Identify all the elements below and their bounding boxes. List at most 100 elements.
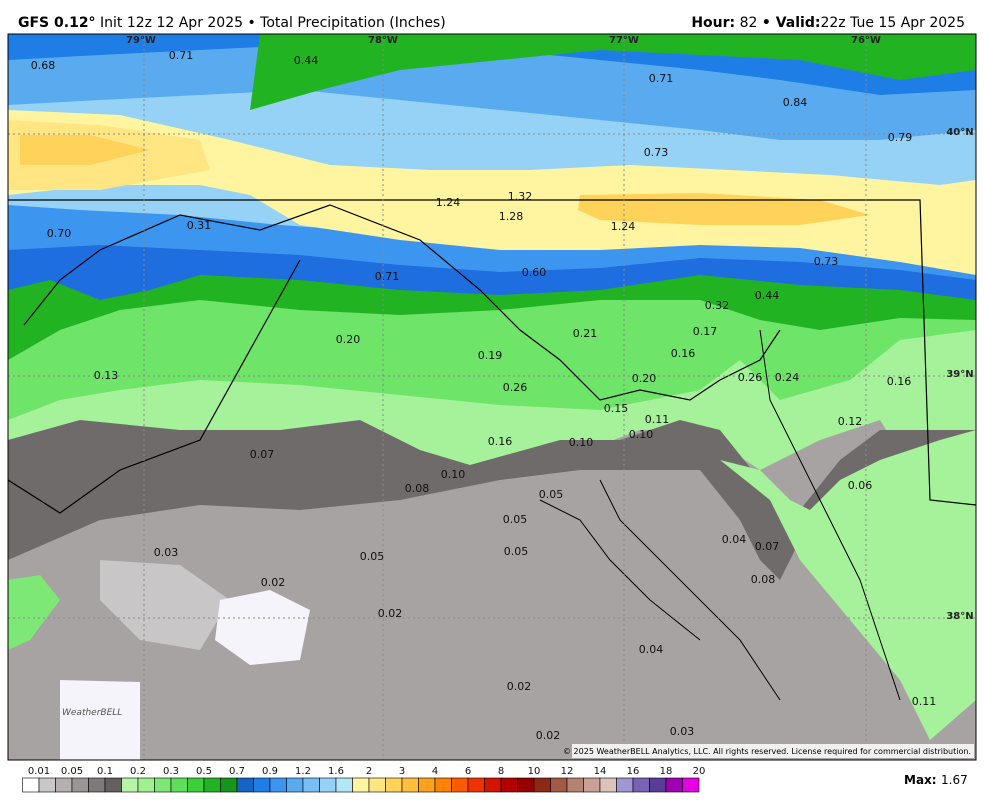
colorbar-label: 2: [366, 766, 372, 777]
point-value: 0.16: [488, 435, 513, 448]
max-value: 1.67: [941, 773, 968, 787]
point-value: 0.05: [503, 513, 528, 526]
point-value: 0.79: [888, 131, 913, 144]
point-value: 0.07: [250, 448, 275, 461]
point-value: 0.08: [751, 573, 776, 586]
colorbar-swatch: [418, 777, 436, 793]
colorbar-swatch: [682, 777, 700, 793]
point-value: 0.05: [360, 550, 385, 563]
colorbar-label: 0.01: [28, 766, 50, 777]
colorbar-swatch: [401, 777, 419, 793]
colorbar-swatch: [319, 777, 337, 793]
colorbar-label: 0.7: [229, 766, 245, 777]
map-shading: [8, 34, 976, 760]
colorbar-swatch: [55, 777, 73, 793]
point-value: 0.16: [671, 347, 696, 360]
colorbar-label: 0.2: [130, 766, 146, 777]
point-value: 0.11: [645, 413, 670, 426]
point-value: 0.26: [738, 371, 763, 384]
valid-label: • Valid:: [762, 15, 821, 31]
colorbar-label: 1.6: [328, 766, 344, 777]
colorbar-swatch: [154, 777, 172, 793]
longitude-label: 76°W: [851, 35, 881, 46]
point-value: 0.44: [294, 54, 319, 67]
point-value: 0.10: [441, 468, 466, 481]
point-value: 0.71: [375, 270, 400, 283]
colorbar-swatch: [187, 777, 205, 793]
point-value: 0.12: [838, 415, 863, 428]
point-value: 0.06: [848, 479, 873, 492]
colorbar-swatch: [368, 777, 386, 793]
colorbar-swatch: [467, 777, 485, 793]
colorbar-label: 12: [561, 766, 574, 777]
colorbar-swatch: [599, 777, 617, 793]
colorbar-label: 6: [465, 766, 471, 777]
colorbar-swatch: [517, 777, 535, 793]
colorbar-label: 16: [627, 766, 640, 777]
colorbar-label: 0.1: [97, 766, 113, 777]
max-label: Max:: [904, 773, 937, 787]
point-value: 0.20: [336, 333, 361, 346]
point-value: 0.60: [522, 266, 547, 279]
hour-label: Hour:: [691, 15, 735, 31]
point-value: 0.02: [536, 729, 561, 742]
colorbar-swatch: [434, 777, 452, 793]
colorbar-swatch: [649, 777, 667, 793]
point-value: 0.84: [783, 96, 808, 109]
run-info: Init 12z 12 Apr 2025 • Total Precipitati…: [100, 15, 446, 31]
latitude-label: 40°N: [946, 127, 973, 138]
point-value: 0.05: [504, 545, 529, 558]
colorbar-swatch: [38, 777, 56, 793]
point-value: 0.13: [94, 369, 119, 382]
copyright: © 2025 WeatherBELL Analytics, LLC. All r…: [563, 747, 971, 756]
colorbar-swatch: [104, 777, 122, 793]
map-frame: [7, 33, 977, 761]
colorbar-swatch: [22, 777, 40, 793]
point-value: 0.26: [503, 381, 528, 394]
colorbar-label: 0.9: [262, 766, 278, 777]
copyright-bg: [572, 744, 974, 758]
colorbar-swatch: [616, 777, 634, 793]
point-value: 1.24: [436, 196, 461, 209]
point-value: 0.03: [154, 546, 179, 559]
colorbar-swatch: [88, 777, 106, 793]
point-value: 0.04: [722, 533, 747, 546]
colorbar-label: 10: [528, 766, 541, 777]
colorbar-swatch: [583, 777, 601, 793]
point-value: 0.17: [693, 325, 718, 338]
colorbar-swatch: [121, 777, 139, 793]
longitude-label: 78°W: [368, 35, 398, 46]
point-value: 0.02: [261, 576, 286, 589]
colorbar-swatch: [352, 777, 370, 793]
colorbar-swatch: [533, 777, 551, 793]
point-value: 0.71: [169, 49, 194, 62]
point-value: 0.73: [644, 146, 669, 159]
point-value: 0.15: [604, 402, 629, 415]
colorbar-swatch: [500, 777, 518, 793]
colorbar-swatch: [385, 777, 403, 793]
point-value: 0.10: [569, 436, 594, 449]
logo: WeatherBELL: [62, 708, 122, 718]
point-value: 0.71: [649, 72, 674, 85]
point-value: 1.32: [508, 190, 533, 203]
point-value: 0.19: [478, 349, 503, 362]
longitude-label: 77°W: [609, 35, 639, 46]
point-value: 0.04: [639, 643, 664, 656]
point-value: 0.08: [405, 482, 430, 495]
header-right: Hour: 82 • Valid:22z Tue 15 Apr 2025: [691, 15, 965, 31]
colorbar-swatch: [269, 777, 287, 793]
colorbar-swatch: [451, 777, 469, 793]
valid: 22z Tue 15 Apr 2025: [820, 15, 965, 31]
colorbar-swatch: [302, 777, 320, 793]
point-value: 0.16: [887, 375, 912, 388]
header-left: GFS 0.12° Init 12z 12 Apr 2025 • Total P…: [18, 15, 446, 31]
point-value: 0.73: [814, 255, 839, 268]
latitude-label: 38°N: [946, 611, 973, 622]
colorbar-swatch: [484, 777, 502, 793]
colorbar-swatch: [286, 777, 304, 793]
colorbar-swatch: [220, 777, 238, 793]
colorbar-label: 18: [660, 766, 673, 777]
colorbar-label: 14: [594, 766, 607, 777]
colorbar-swatch: [632, 777, 650, 793]
